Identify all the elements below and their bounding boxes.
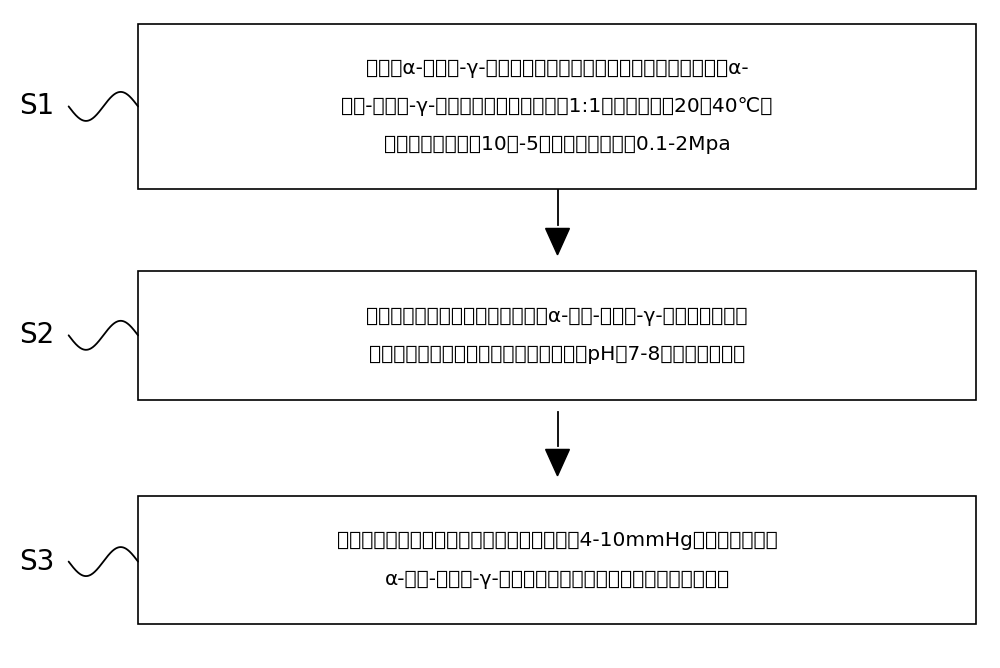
Text: 氯代-乙酰基-γ-丁内酯对氯气的摩尔比为1:1，反应温度为20－40℃，: 氯代-乙酰基-γ-丁内酯对氯气的摩尔比为1:1，反应温度为20－40℃， xyxy=(341,97,773,116)
Text: S3: S3 xyxy=(19,548,55,576)
Text: S1: S1 xyxy=(19,92,55,120)
Bar xyxy=(138,271,976,400)
Bar xyxy=(138,496,976,625)
Polygon shape xyxy=(546,228,569,255)
Bar xyxy=(138,24,976,189)
Text: α-氯代-乙酰基-γ-丁内酯，然后通过气相色谱分析产品的纯度: α-氯代-乙酰基-γ-丁内酯，然后通过气相色谱分析产品的纯度 xyxy=(384,570,730,589)
Text: 将原料α-乙酰基-γ-丁内酯和氯气同时用泵通入微通道反应器中，α-: 将原料α-乙酰基-γ-丁内酯和氯气同时用泵通入微通道反应器中，α- xyxy=(366,59,748,77)
Text: 碱性溶液中和后，有机层进入减压精馏塔，在4-10mmHg下精馏得到产品: 碱性溶液中和后，有机层进入减压精馏塔，在4-10mmHg下精馏得到产品 xyxy=(337,531,777,550)
Polygon shape xyxy=(546,450,569,476)
Text: 经微通道反应器连续缩合反应生成α-氯代-乙酰基-γ-丁内酯粗品，出: 经微通道反应器连续缩合反应生成α-氯代-乙酰基-γ-丁内酯粗品，出 xyxy=(366,307,748,326)
Text: S2: S2 xyxy=(19,321,55,349)
Text: 反应的停留时间为10秒-5分钟，反应压力为0.1-2Mpa: 反应的停留时间为10秒-5分钟，反应压力为0.1-2Mpa xyxy=(384,135,730,154)
Text: 口的反应液收集后，以饱和碱性溶液调节pH至7-8，分掉下层水层: 口的反应液收集后，以饱和碱性溶液调节pH至7-8，分掉下层水层 xyxy=(369,345,745,364)
